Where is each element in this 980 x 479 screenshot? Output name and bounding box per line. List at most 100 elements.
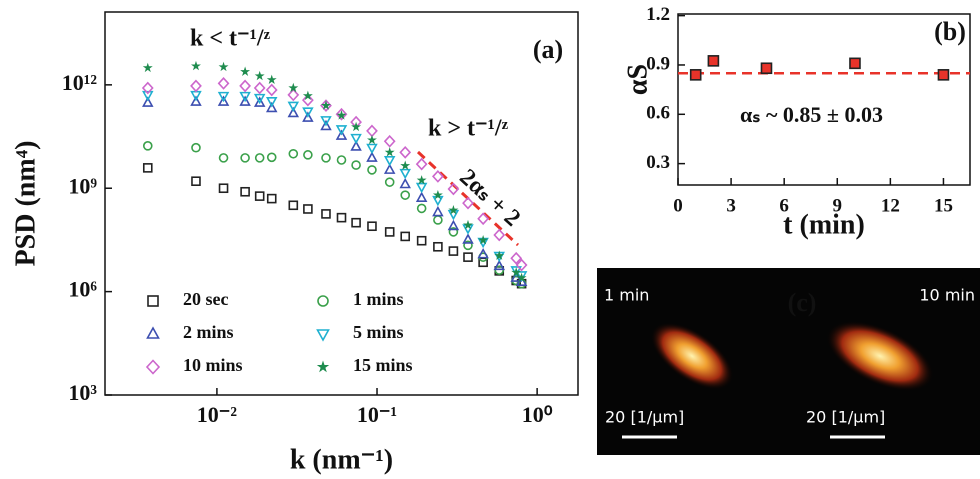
marker: [256, 192, 264, 200]
marker: [938, 70, 948, 80]
marker: [385, 157, 394, 165]
marker: [192, 177, 200, 185]
image-label: 1 min: [604, 286, 649, 305]
marker: [240, 81, 250, 91]
marker: [401, 180, 410, 188]
marker: [219, 62, 229, 71]
marker: [368, 145, 377, 153]
marker: [322, 210, 330, 218]
panel-label: (c): [788, 288, 817, 317]
marker: [220, 154, 228, 162]
legend-marker: [317, 361, 329, 373]
legend-marker: [148, 296, 158, 306]
marker: [386, 228, 394, 236]
annotation: k > t⁻¹/ᶻ: [428, 116, 509, 142]
x-tick-label: 10⁻¹: [357, 402, 397, 427]
figure: 1 min 10 min (c) 20 [1/μm] 20 [1/μm] 10⁻…: [0, 0, 980, 479]
x-axis-label: k (nm⁻¹): [290, 444, 393, 475]
y-tick-label: 0.6: [646, 103, 670, 124]
legend-marker: [147, 361, 159, 374]
marker: [434, 243, 442, 251]
marker: [367, 126, 377, 136]
y-tick-label: 10³: [68, 380, 97, 405]
marker: [338, 156, 346, 164]
legend-marker: [148, 328, 159, 338]
marker: [144, 164, 152, 172]
marker: [761, 63, 771, 73]
marker: [418, 204, 426, 212]
legend-label: 10 mins: [183, 355, 243, 375]
marker: [850, 58, 860, 68]
marker: [352, 161, 360, 169]
marker: [417, 184, 426, 192]
marker: [367, 135, 377, 144]
marker: [289, 90, 299, 100]
marker: [192, 144, 200, 152]
marker: [268, 195, 276, 203]
marker: [241, 188, 249, 196]
panel-c: 1 min 10 min (c) 20 [1/μm] 20 [1/μm]: [597, 268, 980, 455]
legend-marker: [318, 296, 328, 306]
marker: [144, 142, 152, 150]
marker: [400, 161, 410, 170]
marker: [267, 75, 277, 84]
legend-label: 5 mins: [353, 322, 404, 342]
y-tick-label: 10⁹: [68, 173, 97, 198]
scale-label: 20 [1/μm]: [605, 408, 684, 427]
panel-label: (b): [934, 17, 966, 46]
annotation: k < t⁻¹/ᶻ: [190, 26, 271, 52]
marker: [304, 205, 312, 213]
image-label: 10 min: [919, 286, 975, 305]
marker: [289, 102, 298, 110]
legend-label: 15 mins: [353, 355, 413, 375]
marker: [449, 247, 457, 255]
x-tick-label: 3: [726, 195, 736, 216]
marker: [418, 237, 426, 245]
y-axis-label: αS: [622, 64, 653, 95]
y-tick-label: 10¹²: [62, 70, 98, 95]
legend-label: 1 mins: [353, 289, 404, 309]
marker: [401, 170, 410, 178]
x-tick-label: 10⁻²: [197, 402, 238, 427]
y-tick-label: 1.2: [646, 4, 670, 25]
annotation: αₛ ~ 0.85 ± 0.03: [740, 102, 883, 127]
marker: [401, 232, 409, 240]
marker: [255, 71, 265, 80]
marker: [191, 81, 201, 91]
plot-frame: [678, 14, 970, 185]
marker: [322, 154, 330, 162]
legend-label: 2 mins: [183, 322, 234, 342]
marker: [220, 184, 228, 192]
marker: [400, 147, 410, 157]
marker: [241, 154, 249, 162]
scale-label: 20 [1/μm]: [806, 408, 885, 427]
annotation: 2αₛ + 2: [454, 164, 525, 232]
marker: [143, 63, 153, 72]
panel-label: (a): [533, 35, 563, 64]
marker: [191, 61, 201, 70]
marker: [352, 135, 361, 143]
y-axis-label: PSD (nm⁴): [10, 141, 41, 267]
marker: [401, 191, 409, 199]
x-tick-label: 10⁰: [522, 402, 553, 427]
marker: [385, 136, 395, 146]
marker: [417, 159, 427, 169]
x-axis-label: t (min): [783, 209, 865, 240]
marker: [256, 154, 264, 162]
marker: [417, 193, 426, 201]
legend-marker: [318, 330, 329, 340]
x-tick-label: 12: [881, 195, 900, 216]
marker: [494, 230, 504, 240]
marker: [691, 70, 701, 80]
marker: [495, 261, 504, 269]
marker: [289, 150, 297, 158]
marker: [385, 147, 395, 156]
marker: [433, 197, 442, 205]
marker: [368, 153, 377, 161]
marker: [434, 216, 442, 224]
page: 1 min 10 min (c) 20 [1/μm] 20 [1/μm] 10⁻…: [0, 0, 980, 479]
marker: [255, 83, 265, 93]
legend-label: 20 sec: [183, 289, 228, 309]
marker: [708, 56, 718, 66]
marker: [464, 253, 472, 261]
